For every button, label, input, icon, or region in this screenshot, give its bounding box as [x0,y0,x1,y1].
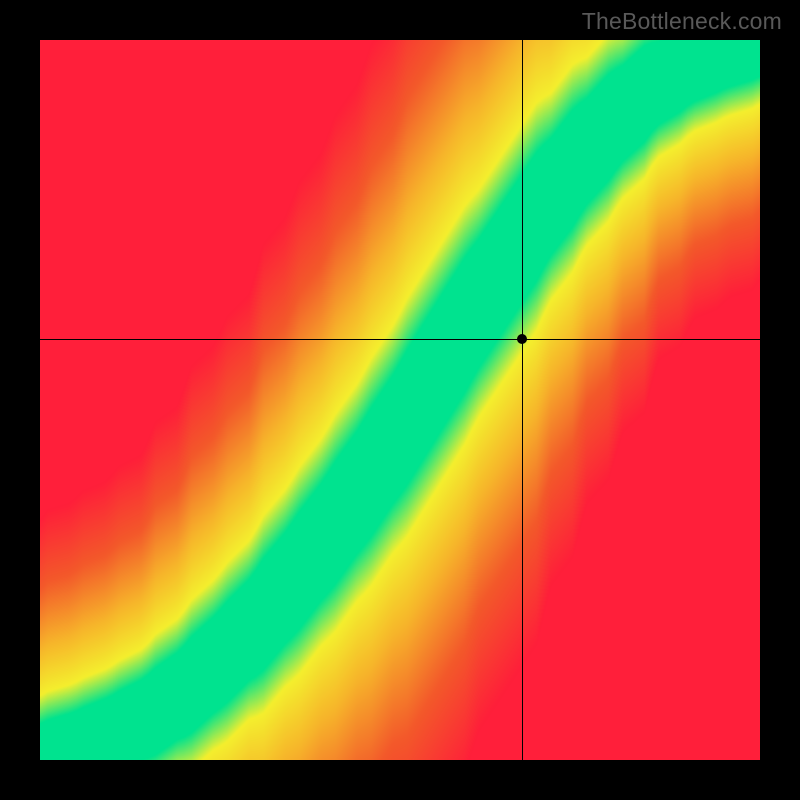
plot-area [40,40,760,760]
marker-dot [517,334,527,344]
chart-container: TheBottleneck.com [0,0,800,800]
watermark-text: TheBottleneck.com [582,8,782,35]
crosshair-horizontal [40,339,760,340]
crosshair-vertical [522,40,523,760]
heatmap-canvas [40,40,760,760]
